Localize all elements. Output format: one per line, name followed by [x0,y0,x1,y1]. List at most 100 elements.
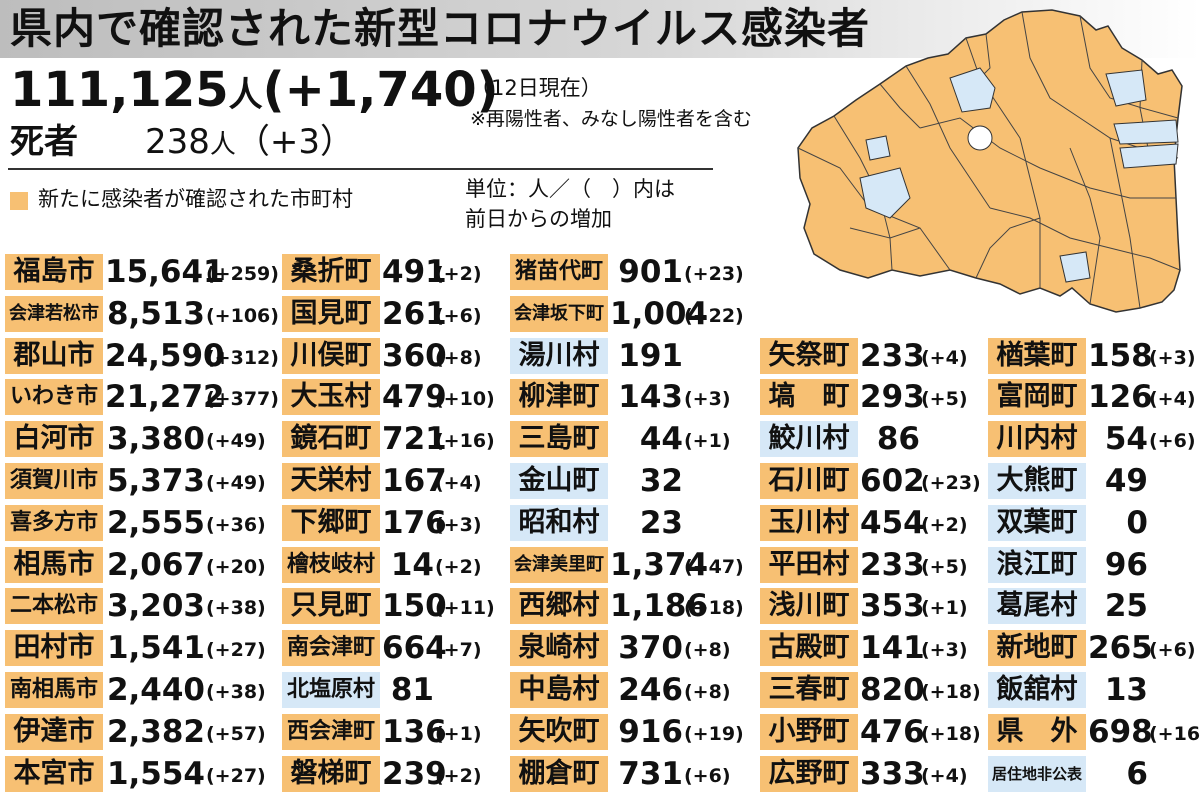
case-count: 2,067 [106,547,205,583]
municipality-name: 浪江町 [988,547,1086,583]
case-delta: (+106) [206,305,279,327]
municipality-name: いわき市 [5,379,103,415]
table-row: 昭和村 23 [0,505,1200,541]
municipality-name: 塙 町 [760,379,858,415]
case-count: 3,380 [106,421,205,457]
case-count: 1,554 [106,756,205,792]
map-region-futaba [1113,119,1179,145]
municipality-name: 浅川町 [760,588,858,624]
case-delta: (+16) [435,430,495,452]
table-row: 塙 町 293 (+5) [0,379,1200,415]
table-row: 磐梯町 239 (+2) [0,756,1200,792]
as-of-date: （12日現在） [470,76,602,100]
municipality-name: 二本松市 [5,588,103,624]
case-count: 602 [860,463,925,499]
municipality-name: 天栄村 [282,463,380,499]
deaths-label: 死者 [10,122,78,162]
table-row: 棚倉町 731 (+6) [0,756,1200,792]
municipality-name: 猪苗代町 [510,254,608,290]
municipality-name: 南相馬市 [5,672,103,708]
case-count: 5,373 [106,463,205,499]
table-row: 下郷町 176 (+3) [0,505,1200,541]
case-count: 96 [1104,547,1148,583]
legend-swatch [10,192,28,210]
table-row: 湯川村 191 [0,338,1200,374]
case-count: 265 [1088,630,1153,666]
case-delta: (+2) [921,514,968,536]
map-region-okuma [1119,143,1179,169]
case-delta: (+38) [206,597,266,619]
case-count: 454 [860,505,925,541]
case-count: 24,590 [105,338,225,374]
case-delta: (+18) [684,597,744,619]
case-count: 2,382 [106,714,205,750]
deaths-value: 238人（+3） [145,120,354,167]
municipality-name: 石川町 [760,463,858,499]
municipality-name: 白河市 [5,421,103,457]
case-count: 44 [639,421,683,457]
municipality-name: 下郷町 [282,505,380,541]
case-count: 191 [618,338,683,374]
table-row: 会津坂下町 1,004 (+22) [0,296,1200,332]
divider [8,168,713,170]
case-delta: (+377) [206,388,279,410]
table-row: 西郷村 1,186 (+18) [0,588,1200,624]
case-count: 246 [618,672,683,708]
case-delta: (+27) [206,765,266,787]
municipality-name: 居住地非公表 [988,756,1086,792]
table-row: 檜枝岐村 14 (+2) [0,547,1200,583]
case-count: 1,004 [610,296,709,332]
case-count: 698 [1088,714,1153,750]
case-delta: (+11) [435,597,495,619]
case-count: 293 [860,379,925,415]
table-row: 伊達市 2,382 (+57) [0,714,1200,750]
map-region-iitate [1105,69,1147,107]
case-delta: (+4) [921,347,968,369]
table-row: 郡山市 24,590 (+312) [0,338,1200,374]
municipality-name: 須賀川市 [5,463,103,499]
table-row: 天栄村 167 (+4) [0,463,1200,499]
table-row: 桑折町 491 (+2) [0,254,1200,290]
municipality-name: 福島市 [5,254,103,290]
table-row: 石川町 602 (+23) [0,463,1200,499]
table-row: 国見町 261 (+6) [0,296,1200,332]
case-delta: (+23) [921,472,981,494]
municipality-name: 会津坂下町 [510,296,608,332]
table-row: いわき市 21,272 (+377) [0,379,1200,415]
table-row: 北塩原村 81 [0,672,1200,708]
municipality-name: 大熊町 [988,463,1086,499]
case-count: 353 [860,588,925,624]
table-row: 猪苗代町 901 (+23) [0,254,1200,290]
case-count: 731 [618,756,683,792]
case-delta: (+36) [206,514,266,536]
municipality-name: 泉崎村 [510,630,608,666]
case-count: 0 [1126,505,1148,541]
municipality-name: 湯川村 [510,338,608,374]
case-delta: (+49) [206,430,266,452]
case-delta: (+20) [206,556,266,578]
municipality-name: 会津美里町 [510,547,608,583]
count-note: ※再陽性者、みなし陽性者を含む [470,108,752,130]
case-delta: (+18) [921,723,981,745]
case-delta: (+18) [921,681,981,703]
case-count: 126 [1088,379,1153,415]
case-count: 476 [860,714,925,750]
table-row: 川内村 54 (+6) [0,421,1200,457]
total-delta: (+1,740) [262,62,499,118]
case-count: 25 [1104,588,1148,624]
table-row: 楢葉町 158 (+3) [0,338,1200,374]
case-delta: (+1) [684,430,731,452]
table-row: 平田村 233 (+5) [0,547,1200,583]
municipality-name: 富岡町 [988,379,1086,415]
case-delta: (+10) [435,388,495,410]
table-row: 白河市 3,380 (+49) [0,421,1200,457]
case-delta: (+4) [1149,388,1196,410]
case-delta: (+259) [206,263,279,285]
municipality-name: 大玉村 [282,379,380,415]
case-delta: (+2) [435,556,482,578]
table-row: 相馬市 2,067 (+20) [0,547,1200,583]
map-region-yugawa [865,135,891,161]
deaths-unit: 人 [209,130,236,160]
municipality-name: 川俣町 [282,338,380,374]
